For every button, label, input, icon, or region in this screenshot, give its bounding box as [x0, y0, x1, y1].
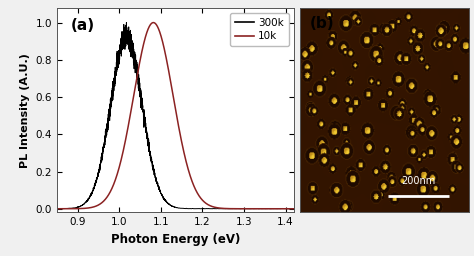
300k	[145, 144, 151, 147]
300k	[95, 175, 101, 178]
300k	[261, 207, 267, 210]
Legend: 300k, 10k: 300k, 10k	[229, 13, 289, 46]
10k	[95, 204, 101, 207]
300k	[54, 207, 60, 210]
Line: 300k: 300k	[57, 23, 294, 209]
Line: 10k: 10k	[57, 23, 294, 209]
Text: (b): (b)	[310, 16, 335, 31]
10k	[155, 26, 161, 29]
10k	[291, 207, 297, 210]
X-axis label: Photon Energy (eV): Photon Energy (eV)	[111, 233, 240, 246]
300k	[81, 202, 87, 206]
10k	[286, 207, 292, 210]
300k	[155, 185, 161, 188]
10k	[54, 207, 60, 210]
Y-axis label: PL Intensity (A.U.): PL Intensity (A.U.)	[20, 53, 30, 167]
300k	[286, 207, 292, 210]
300k	[291, 207, 297, 210]
10k	[151, 21, 156, 24]
Text: (a): (a)	[71, 18, 95, 33]
Text: 200nm: 200nm	[401, 176, 436, 186]
300k	[229, 207, 235, 210]
10k	[145, 28, 151, 31]
10k	[261, 207, 266, 210]
10k	[81, 207, 87, 210]
300k	[124, 21, 129, 24]
